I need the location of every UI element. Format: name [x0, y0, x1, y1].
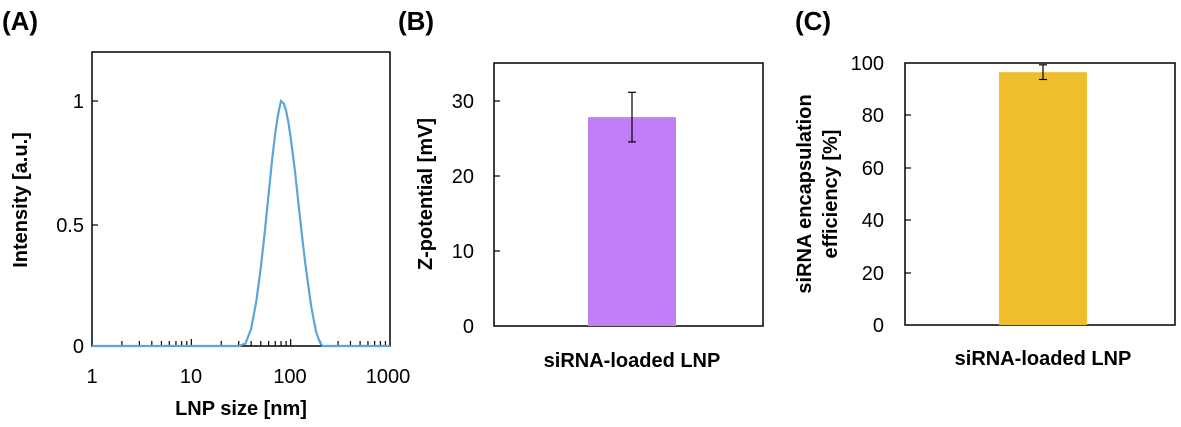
panel-a-label: (A) [2, 6, 38, 36]
panel-a-plot-frame [91, 51, 391, 347]
panel-b-y-tick-label: 10 [452, 241, 474, 263]
panel-c-bar [999, 72, 1087, 325]
panel-a-y-tick-label: 0.5 [56, 215, 84, 237]
panel-c-y-axis-title-line-1: siRNA encapsulation [794, 94, 816, 293]
panel-c-y-tick-label: 60 [862, 158, 884, 180]
panel-b-bar [588, 117, 676, 326]
panel-a-x-tick-label: 1000 [366, 366, 411, 388]
panel-a-size-distribution-line [92, 98, 390, 348]
panel-a-x-tick-label: 100 [273, 366, 306, 388]
panel-a-x-axis-title: LNP size [nm] [175, 398, 307, 420]
panel-a-y-ticks: 0 0.5 1 [56, 91, 98, 358]
panel-a-y-tick-label: 0 [73, 336, 84, 358]
panel-c-category-label: siRNA-loaded LNP [955, 348, 1132, 370]
panel-c-y-tick-label: 80 [862, 105, 884, 127]
panel-a-x-tick-labels: 1 10 100 1000 [86, 366, 410, 388]
panel-a-y-tick-label: 1 [73, 91, 84, 113]
panel-b: (B) 0 10 20 30 siRNA-loaded LNP Z-potent… [398, 6, 764, 372]
panel-b-error-bar [628, 91, 636, 143]
panel-b-label: (B) [398, 6, 434, 36]
panel-c-y-tick-label: 40 [862, 210, 884, 232]
panel-a-x-tick-label: 10 [180, 366, 202, 388]
panel-b-y-axis-title: Z-potential [mV] [415, 118, 437, 270]
panel-c-error-bar [1039, 64, 1047, 81]
panel-c-y-tick-label: 20 [862, 263, 884, 285]
panel-c-label: (C) [795, 6, 831, 36]
panel-c-y-ticks: 0 20 40 60 80 100 [851, 53, 911, 337]
panel-a: (A) 0 0.5 1 1 10 100 1000 LNP size [nm] … [2, 6, 410, 420]
panel-c-y-axis-title-line-2: efficiency [%] [820, 130, 842, 259]
panel-b-y-ticks: 0 10 20 30 [452, 91, 500, 338]
panel-c: (C) 0 20 40 60 80 100 siRNA-loaded LNP s… [794, 6, 1176, 370]
panel-b-y-tick-label: 30 [452, 91, 474, 113]
panel-c-y-tick-label: 0 [873, 315, 884, 337]
panel-b-y-tick-label: 20 [452, 166, 474, 188]
panel-b-category-label: siRNA-loaded LNP [544, 350, 721, 372]
panel-c-y-tick-label: 100 [851, 53, 884, 75]
panel-a-x-tick-label: 1 [86, 366, 97, 388]
panel-a-y-axis-title: Intensity [a.u.] [10, 132, 32, 268]
panel-b-y-tick-label: 0 [463, 316, 474, 338]
